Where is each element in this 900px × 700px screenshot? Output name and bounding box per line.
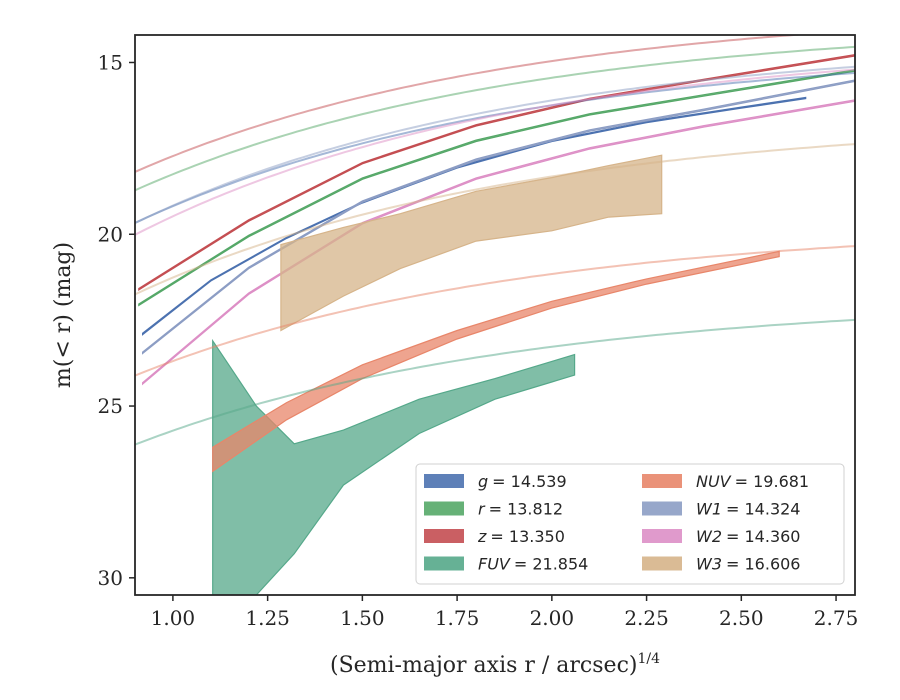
model-curve-w1 (135, 65, 855, 225)
legend-variable: W1 (696, 500, 722, 519)
legend-swatch-g (424, 474, 464, 488)
x-tick-label: 2.00 (530, 606, 575, 630)
model-curve-fuv (135, 318, 855, 446)
model-curve-z (135, 35, 808, 173)
legend-variable: W3 (696, 555, 722, 574)
y-tick-label: 20 (98, 222, 123, 246)
legend-label-w3: W3 = 16.606 (696, 555, 800, 574)
x-tick-label: 1.00 (151, 606, 196, 630)
legend-value: = 21.854 (514, 555, 588, 574)
x-tick-label: 2.25 (624, 606, 669, 630)
legend-label-nuv: NUV = 19.681 (696, 472, 809, 491)
series-fills (138, 53, 855, 595)
axis-ticks: 1.00 1.25 1.50 1.75 2.00 2.25 2.50 2.75 15 20 25 30 (98, 50, 859, 630)
legend-swatch-fuv (424, 556, 464, 571)
legend-value: = 13.350 (490, 527, 564, 546)
model-curve-w3 (135, 143, 855, 296)
x-tick-label: 1.50 (340, 606, 385, 630)
y-axis-label: m(< r) (mag) (51, 242, 76, 388)
legend-swatch-z (424, 529, 464, 543)
x-axis-label-main: (Semi-major axis r / arcsec) (330, 653, 637, 678)
legend-value: = 16.606 (726, 555, 800, 574)
model-curve-r (135, 45, 855, 192)
series-band-nuv (212, 250, 780, 473)
legend-label-r: r = 13.812 (478, 500, 563, 519)
x-tick-label: 1.75 (435, 606, 480, 630)
legend-value: = 14.324 (726, 500, 800, 519)
legend-value: = 14.360 (726, 527, 800, 546)
series-band-w3 (280, 154, 663, 332)
y-tick-label: 15 (98, 50, 123, 74)
y-tick-label: 30 (98, 566, 123, 590)
legend-swatch-w2 (642, 529, 682, 543)
legend-box (415, 463, 845, 585)
legend-variable: r (478, 500, 486, 519)
legend-swatch-nuv (642, 474, 682, 488)
x-tick-label: 2.50 (719, 606, 764, 630)
legend-label-w2: W2 = 14.360 (696, 527, 800, 546)
legend-value: = 14.539 (492, 472, 566, 491)
legend-value: = 19.681 (735, 472, 809, 491)
legend-variable: z (477, 527, 487, 546)
legend-label-fuv: FUV = 21.854 (478, 555, 588, 574)
y-tick-label: 25 (98, 394, 123, 418)
model-curve-nuv (135, 245, 855, 377)
legend-label-w1: W1 = 14.324 (696, 500, 800, 519)
series-band-fuv (212, 338, 576, 595)
model-curve-w2 (135, 68, 855, 236)
legend-label-g: g = 14.539 (478, 472, 567, 491)
legend-variable: NUV (696, 472, 732, 491)
series-band-r (138, 69, 855, 307)
legend-variable: FUV (478, 555, 511, 574)
series-band-z (138, 53, 855, 291)
legend-swatch-r (424, 501, 464, 516)
legend-label-z: z = 13.350 (477, 527, 565, 546)
legend-swatch-w1 (642, 501, 682, 516)
x-tick-label: 1.25 (245, 606, 290, 630)
x-axis-label: (Semi-major axis r / arcsec)1/4 (330, 651, 660, 678)
legend-variable: W2 (696, 527, 722, 546)
legend-variable: g (478, 472, 488, 491)
plot-frame (134, 34, 856, 596)
legend-value: = 13.812 (489, 500, 563, 519)
model-curves (135, 35, 855, 446)
series-band-w2 (142, 99, 855, 386)
legend-swatch-w3 (642, 556, 682, 571)
x-axis-label-exponent: 1/4 (637, 651, 660, 667)
x-tick-label: 2.75 (814, 606, 859, 630)
